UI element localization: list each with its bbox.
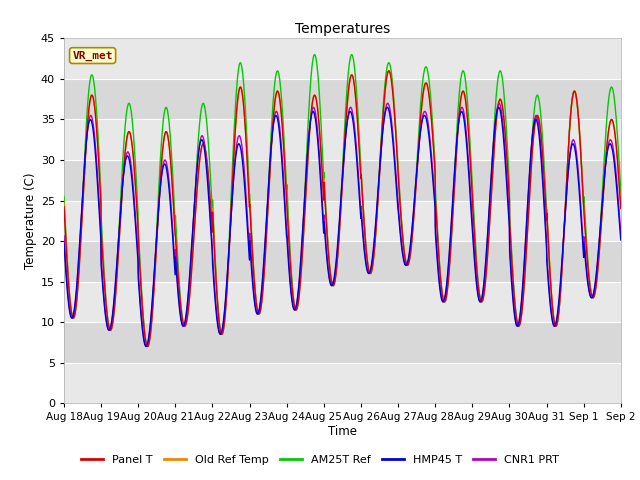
Bar (64, 241, 621, 282)
Bar (64, 160, 621, 201)
Bar (64, 201, 621, 241)
Bar (64, 282, 621, 322)
Bar (64, 363, 621, 403)
Bar (64, 120, 621, 160)
Legend: Panel T, Old Ref Temp, AM25T Ref, HMP45 T, CNR1 PRT: Panel T, Old Ref Temp, AM25T Ref, HMP45 … (77, 451, 563, 469)
Y-axis label: Temperature (C): Temperature (C) (24, 172, 36, 269)
X-axis label: Time: Time (328, 425, 357, 438)
Title: Temperatures: Temperatures (295, 22, 390, 36)
Text: VR_met: VR_met (72, 50, 113, 60)
Bar (64, 38, 621, 79)
Bar (64, 322, 621, 363)
Bar (64, 79, 621, 120)
